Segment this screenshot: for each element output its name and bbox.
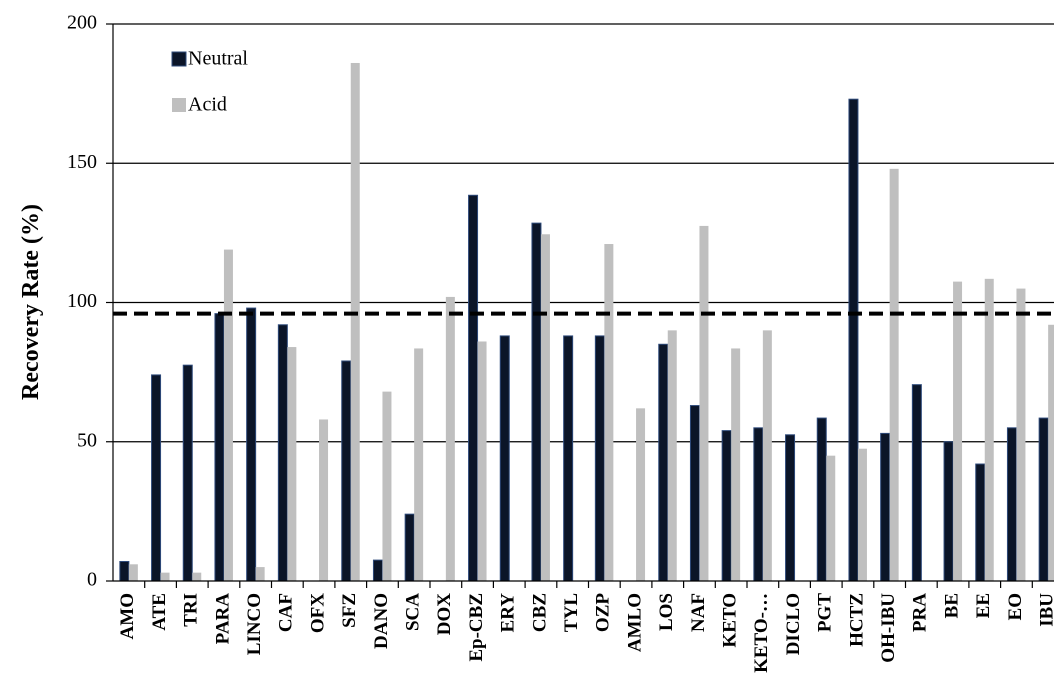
bar: [255, 567, 265, 581]
bar: [975, 463, 986, 582]
bar: [762, 330, 772, 581]
bar: [1038, 417, 1049, 582]
bar: [880, 432, 891, 582]
x-tick-label: PARA: [212, 593, 233, 645]
x-tick-label: SCA: [403, 593, 424, 631]
bar: [785, 434, 796, 582]
x-tick-label: IBU: [1037, 593, 1054, 627]
bar: [350, 62, 360, 582]
bar: [1048, 324, 1054, 581]
bar: [953, 281, 963, 581]
x-tick-label: LINCO: [244, 593, 265, 655]
bar: [984, 278, 994, 581]
bar: [341, 360, 352, 582]
x-tick-label: EE: [973, 593, 994, 618]
x-tick-label: Ep-CBZ: [466, 593, 487, 662]
bar: [689, 405, 700, 582]
bar: [563, 335, 574, 582]
bar: [128, 564, 138, 581]
x-tick-label: DICLO: [783, 593, 804, 655]
bar: [911, 384, 922, 582]
bar: [594, 335, 605, 582]
bar: [468, 194, 479, 582]
bar: [848, 98, 859, 582]
y-axis-title: Recovery Rate (%): [18, 204, 44, 400]
x-tick-label: NAF: [688, 593, 709, 632]
x-tick-label: LOS: [656, 593, 677, 631]
x-tick-label: TYL: [561, 593, 582, 632]
x-tick-label: EO: [1005, 593, 1026, 620]
bar: [826, 455, 836, 581]
bar: [667, 330, 677, 581]
bar: [499, 335, 510, 582]
bar: [721, 430, 732, 582]
x-tick-label: OH-IBU: [878, 593, 899, 663]
bar: [246, 307, 257, 582]
bar: [319, 419, 329, 581]
y-tick-label: 50: [77, 429, 97, 451]
legend-swatch: [172, 98, 186, 112]
x-tick-label: SFZ: [339, 593, 360, 628]
bar: [1006, 427, 1017, 582]
y-tick-label: 150: [67, 151, 97, 173]
x-tick-label: TRI: [181, 593, 202, 627]
x-tick-label: CBZ: [529, 593, 550, 632]
bar: [223, 249, 233, 581]
bar: [382, 391, 392, 581]
bar: [182, 364, 193, 582]
bar: [658, 343, 669, 582]
bar: [287, 347, 297, 581]
x-tick-label: DANO: [371, 593, 392, 649]
bar: [531, 222, 542, 582]
bar: [636, 408, 646, 581]
bar: [889, 168, 899, 581]
bar: [372, 559, 383, 582]
x-tick-label: KETO: [720, 593, 741, 648]
bar: [151, 374, 162, 582]
bar: [445, 296, 455, 581]
x-tick-label: ATE: [149, 593, 170, 631]
x-tick-label: PRA: [910, 593, 931, 632]
y-tick-label: 0: [87, 569, 97, 591]
bar: [414, 348, 424, 581]
x-tick-label: CAF: [276, 593, 297, 632]
bar: [753, 427, 764, 582]
x-tick-label: KETO-…: [751, 593, 772, 673]
bar: [1016, 288, 1026, 581]
bar: [192, 572, 202, 581]
x-tick-label: OZP: [593, 593, 614, 632]
bar: [160, 572, 170, 581]
y-tick-label: 100: [67, 290, 97, 312]
x-tick-label: AMO: [117, 593, 138, 639]
bar: [540, 234, 550, 581]
bar: [816, 417, 827, 582]
bar: [604, 244, 614, 581]
bar: [277, 324, 288, 582]
bar: [404, 513, 415, 582]
x-tick-label: DOX: [434, 593, 455, 636]
x-tick-label: AMLO: [624, 593, 645, 652]
y-tick-label: 200: [67, 12, 97, 34]
legend-label: Acid: [188, 94, 227, 116]
bar: [214, 313, 225, 582]
x-tick-label: BE: [941, 593, 962, 618]
legend-label: Neutral: [188, 48, 248, 70]
bar: [477, 341, 487, 581]
x-tick-label: ERY: [498, 593, 519, 633]
x-tick-label: OFX: [307, 593, 328, 633]
bar: [119, 561, 130, 582]
x-tick-label: PGT: [815, 593, 836, 632]
bar: [857, 448, 867, 581]
bar: [731, 348, 741, 581]
legend-swatch: [171, 51, 187, 67]
x-tick-label: HCTZ: [846, 593, 867, 647]
bar: [943, 441, 954, 582]
bar: [699, 225, 709, 581]
